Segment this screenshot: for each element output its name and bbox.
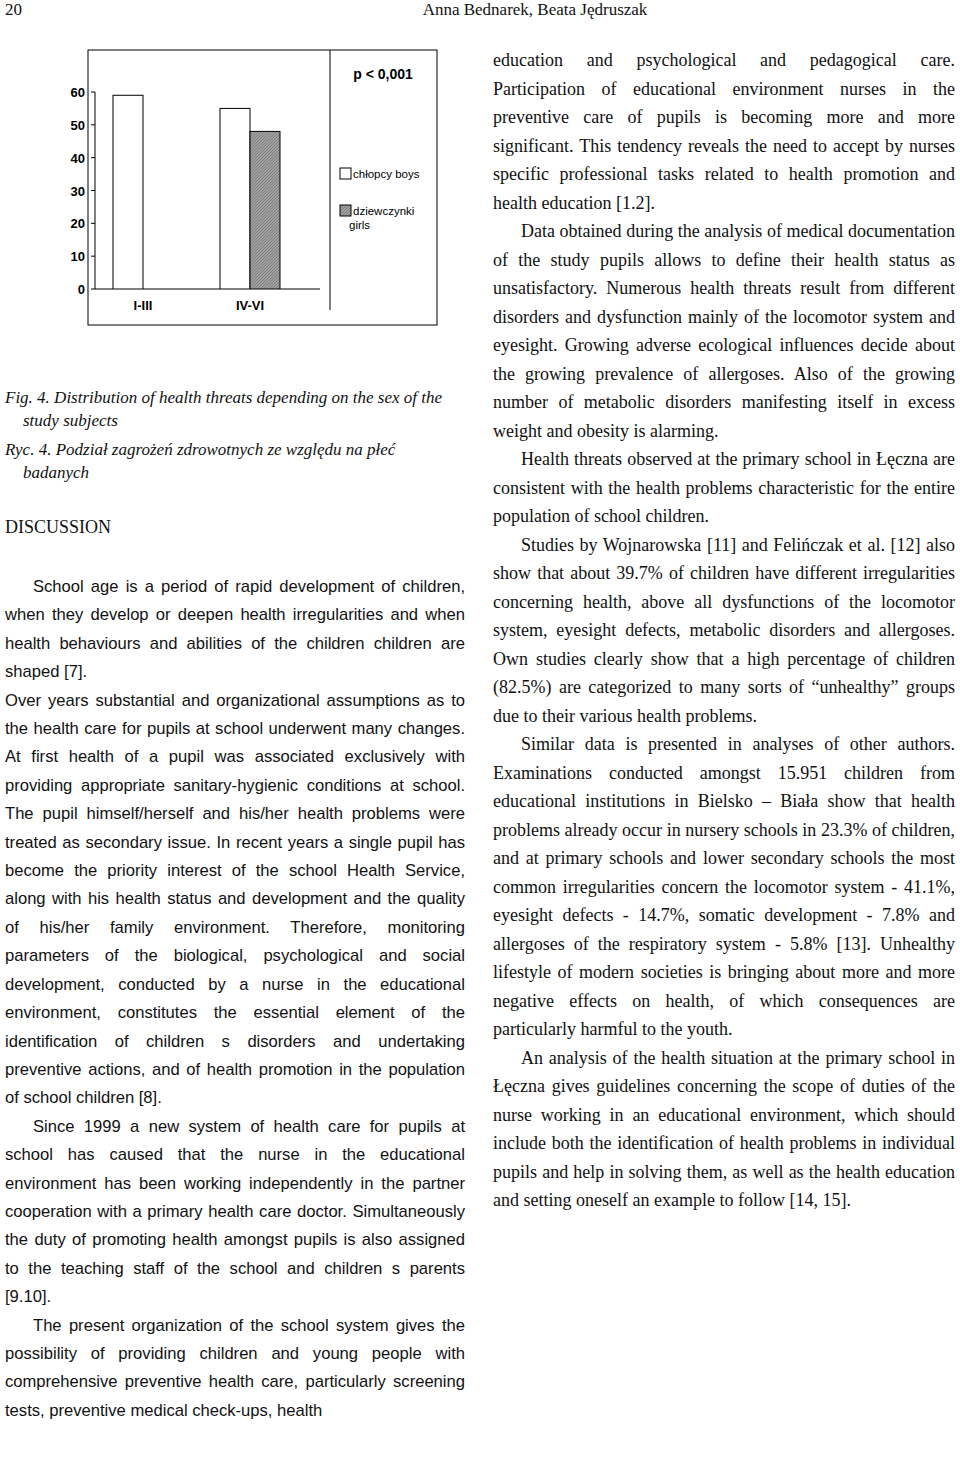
paragraph: An analysis of the health situation at t… — [493, 1044, 955, 1215]
paragraph: education and psychological and pedagogi… — [493, 46, 955, 217]
bar — [220, 108, 250, 289]
y-tick — [91, 124, 95, 125]
paragraph: Data obtained during the analysis of med… — [493, 217, 955, 445]
paragraph: Since 1999 a new system of health care f… — [5, 1113, 465, 1312]
right-column: education and psychological and pedagogi… — [493, 46, 955, 1215]
bar — [113, 95, 143, 289]
y-tick-label: 40 — [71, 151, 85, 166]
y-tick — [91, 157, 95, 158]
paragraph: Similar data is presented in analyses of… — [493, 730, 955, 1044]
section-heading: DISCUSSION — [5, 517, 111, 538]
plot-divider — [330, 50, 331, 310]
paragraph: School age is a period of rapid developm… — [5, 573, 465, 687]
bar — [250, 131, 280, 289]
legend-label: chłopcy boys — [353, 168, 420, 180]
x-tick-label: IV-VI — [236, 298, 264, 313]
chart-frame — [88, 50, 437, 325]
legend-label: dziewczynkigirls — [349, 205, 414, 231]
y-tick-label: 10 — [71, 249, 85, 264]
y-tick-label: 30 — [71, 184, 85, 199]
figure-caption: Ryc. 4. Podział zagrożeń zdrowotnych ze … — [5, 438, 465, 484]
x-tick-label: I-III — [134, 298, 153, 313]
legend-swatch — [340, 205, 351, 216]
y-tick — [91, 92, 95, 93]
y-tick — [91, 289, 95, 290]
y-tick-label: 50 — [71, 118, 85, 133]
paragraph: Over years substantial and organizationa… — [5, 687, 465, 1113]
running-header: Anna Bednarek, Beata Jędruszak — [300, 0, 770, 20]
annotation: p < 0,001 — [353, 66, 413, 82]
paragraph: Health threats observed at the primary s… — [493, 445, 955, 531]
y-tick — [91, 190, 95, 191]
legend-swatch — [340, 168, 351, 179]
y-tick — [91, 223, 95, 224]
paragraph: The present organization of the school s… — [5, 1312, 465, 1426]
y-tick-label: 60 — [71, 85, 85, 100]
left-column: School age is a period of rapid developm… — [5, 573, 465, 1425]
figure-caption: Fig. 4. Distribution of health threats d… — [5, 386, 465, 432]
y-tick — [91, 256, 95, 257]
chart: 0 10 20 30 40 50 60 I-III IV-VI p < 0,001 chłopcy … — [0, 0, 460, 340]
y-tick-label: 20 — [71, 216, 85, 231]
bars — [113, 95, 280, 289]
paragraph: Studies by Wojnarowska [11] and Felińcza… — [493, 531, 955, 731]
page-number: 20 — [5, 0, 22, 20]
y-tick-label: 0 — [78, 282, 85, 297]
